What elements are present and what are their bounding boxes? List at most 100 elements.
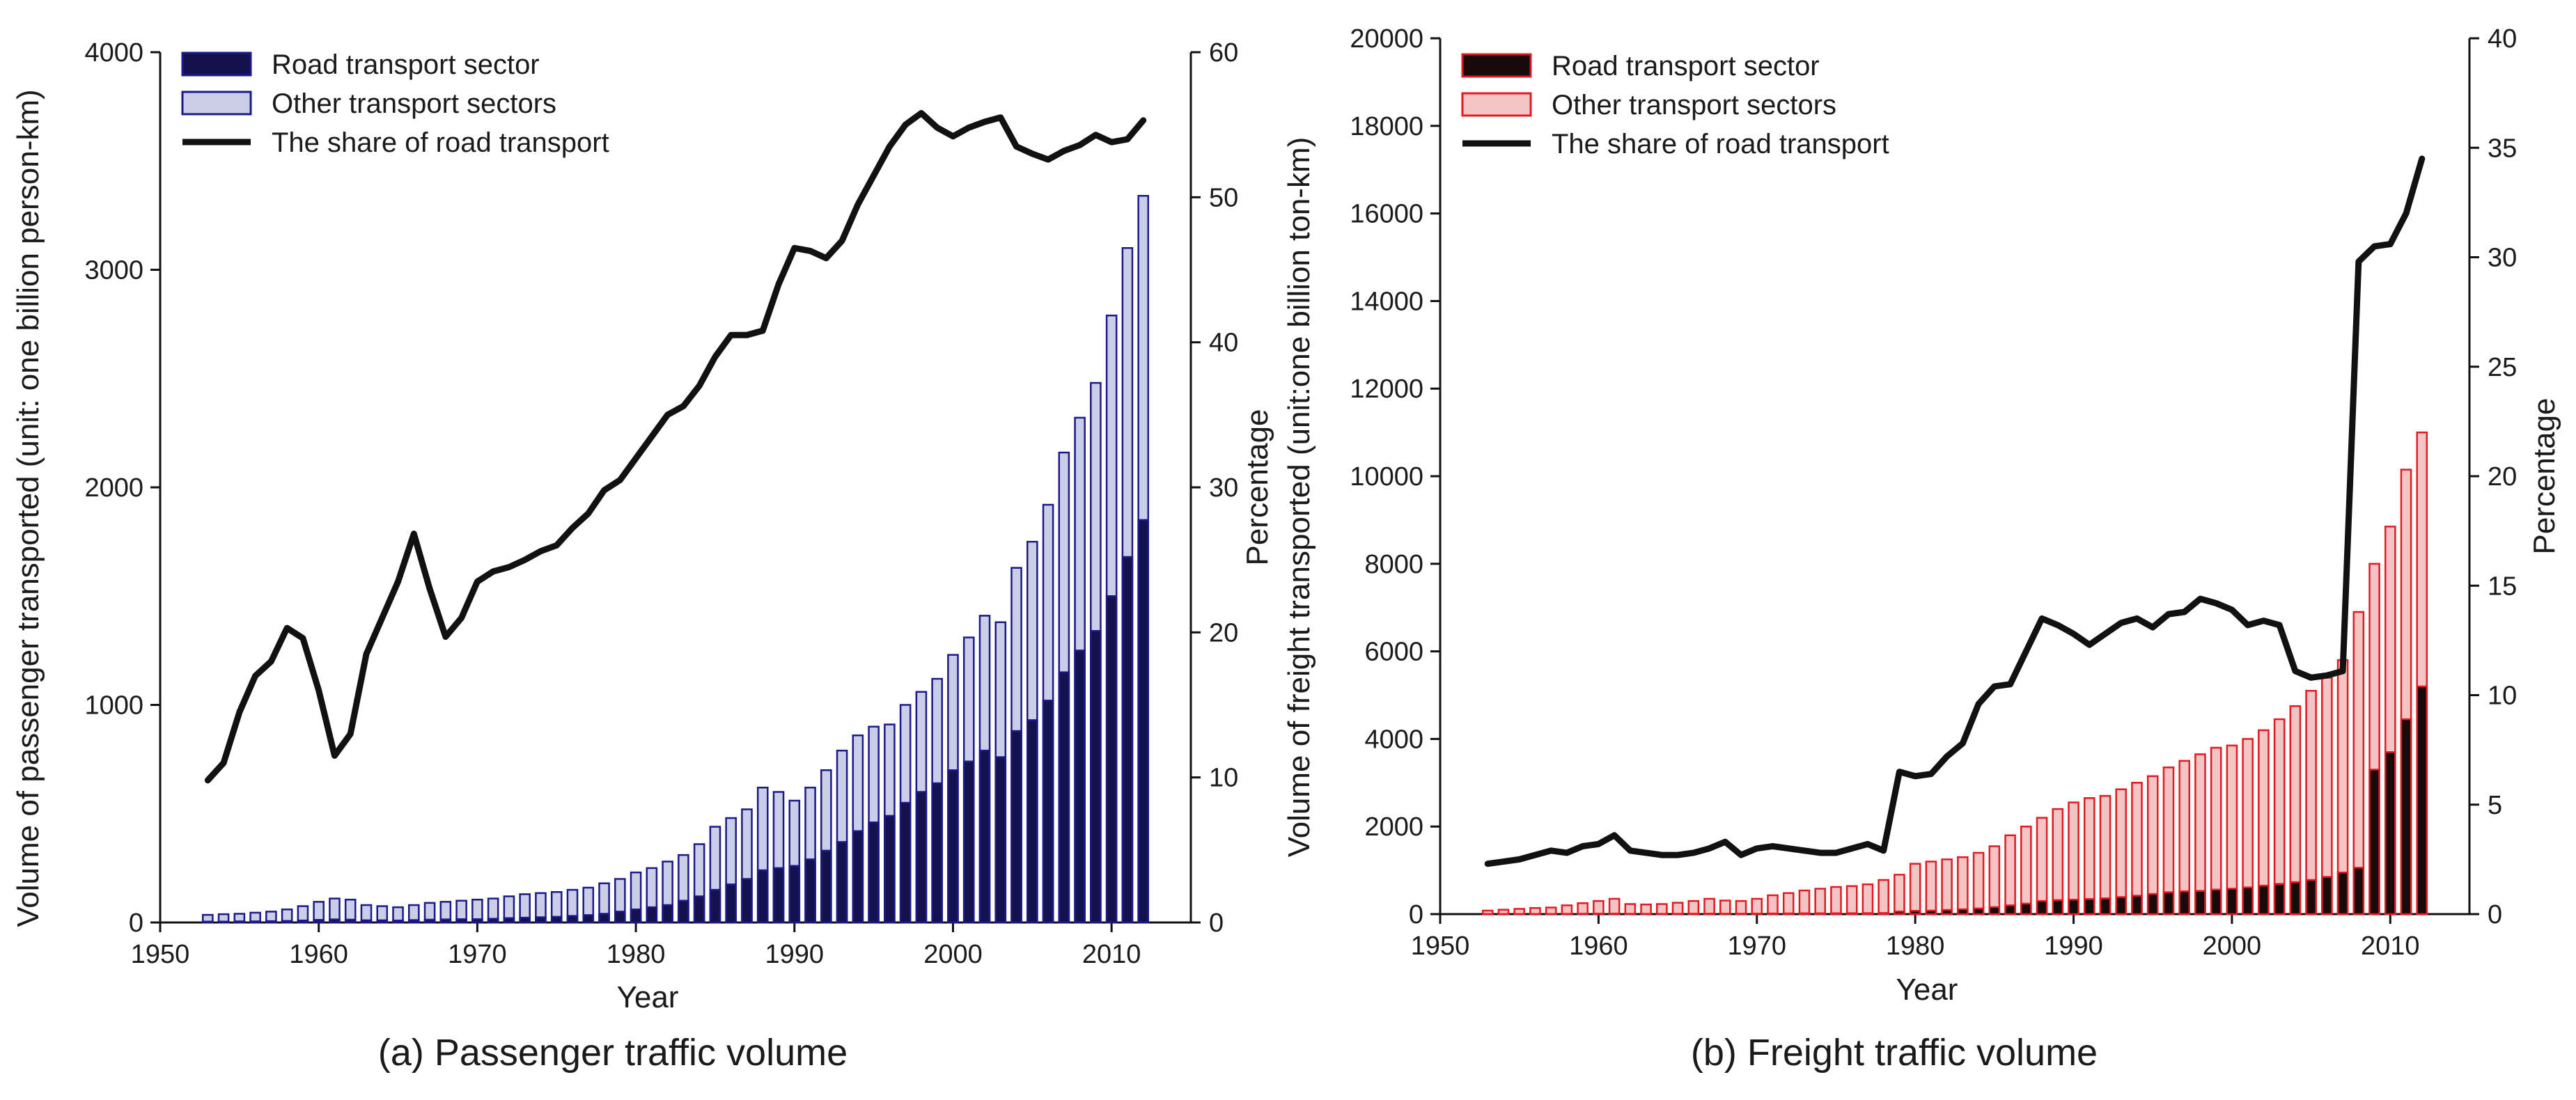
passenger-x-tick-label: 1950 <box>131 940 190 969</box>
passenger-bar-road <box>948 770 958 922</box>
passenger-bar-road <box>298 920 308 922</box>
freight-legend-swatch-road <box>1462 54 1531 77</box>
freight-y-tick-label: 6000 <box>1364 638 1423 667</box>
freight-legend-label-road: Road transport sector <box>1552 51 1820 81</box>
freight-bar-road <box>2417 686 2427 914</box>
passenger-bar-road <box>916 792 926 923</box>
passenger-bar-road <box>1075 650 1085 922</box>
freight-bar-other <box>1593 901 1603 914</box>
passenger-bar-road <box>726 884 736 922</box>
freight-legend-label-share: The share of road transport <box>1552 129 1889 159</box>
passenger-x-tick-label: 1970 <box>448 940 507 969</box>
freight-bar-road <box>1720 913 1730 914</box>
passenger-bar-road <box>821 851 831 922</box>
freight-y-tick-label: 8000 <box>1364 550 1423 579</box>
freight-bar-other <box>1767 895 1777 914</box>
passenger-bar-road <box>1043 700 1053 922</box>
freight-bar-road <box>2274 884 2284 914</box>
freight-bar-other <box>1831 887 1841 914</box>
freight-bar-road <box>1847 913 1857 914</box>
freight-y-tick-label: 16000 <box>1350 200 1423 229</box>
freight-y2-tick-label: 25 <box>2488 353 2517 382</box>
passenger-bar-road <box>900 803 910 922</box>
freight-bar-road <box>2306 880 2316 914</box>
freight-bar-road <box>1816 913 1825 914</box>
freight-x-tick-label: 1980 <box>1886 932 1945 961</box>
freight-y-axis-title: Volume of freight transported (unit:one … <box>1282 137 1316 858</box>
freight-y-tick-label: 0 <box>1409 900 1423 929</box>
passenger-y2-tick-label: 20 <box>1209 618 1238 647</box>
passenger-y2-axis-title: Percentage <box>1240 409 1274 565</box>
freight-bar-other <box>1990 847 1999 914</box>
freight-x-tick-label: 1960 <box>1569 932 1628 961</box>
passenger-bar-road <box>805 859 815 922</box>
freight-bar-other <box>1609 899 1619 914</box>
freight-x-tick-label: 2010 <box>2361 932 2420 961</box>
passenger-bar-road <box>345 920 355 922</box>
freight-bar-road <box>2180 891 2189 914</box>
freight-bar-road <box>2211 890 2221 914</box>
freight-bar-other <box>1800 890 1809 914</box>
passenger-bar-road <box>932 783 942 922</box>
passenger-x-axis-title: Year <box>617 980 679 1014</box>
freight-y-tick-label: 18000 <box>1350 112 1423 141</box>
freight-bar-other <box>1847 886 1857 914</box>
freight-y2-tick-label: 20 <box>2488 462 2517 492</box>
passenger-bar-road <box>694 897 704 923</box>
passenger-caption: (a) Passenger traffic volume <box>378 1032 848 1074</box>
freight-bar-road <box>2243 888 2253 914</box>
passenger-bar-road <box>568 916 577 922</box>
freight-bar-road <box>2385 752 2395 914</box>
freight-bar-other <box>1578 903 1588 914</box>
freight-bar-road <box>2053 900 2063 914</box>
freight-bar-other <box>1752 899 1762 914</box>
passenger-bar-road <box>869 822 879 922</box>
passenger-bar-road <box>314 920 324 922</box>
freight-x-tick-label: 2000 <box>2203 932 2262 961</box>
freight-bar-other <box>2068 803 2078 914</box>
freight-bar-other <box>1926 862 1936 914</box>
freight-bar-road <box>2148 894 2157 914</box>
freight-bar-road <box>1958 909 1967 914</box>
freight-y2-tick-label: 40 <box>2488 24 2517 54</box>
passenger-legend-swatch-road <box>182 53 251 75</box>
passenger-bar-road <box>774 868 783 922</box>
freight-caption: (b) Freight traffic volume <box>1691 1032 2098 1074</box>
passenger-bar-road <box>409 920 419 922</box>
freight-bar-road <box>2068 899 2078 914</box>
freight-legend-label-other: Other transport sectors <box>1552 90 1836 120</box>
passenger-bar-road <box>631 909 641 922</box>
freight-bar-road <box>1910 911 1920 914</box>
passenger-legend-label-share: The share of road transport <box>272 127 609 158</box>
freight-bar-road <box>2370 769 2380 914</box>
freight-bar-road <box>2322 877 2332 914</box>
freight-bar-other <box>1942 859 1952 914</box>
freight-x-tick-label: 1990 <box>2044 932 2103 961</box>
freight-bar-other <box>1736 901 1746 914</box>
freight-y-tick-label: 12000 <box>1350 375 1423 404</box>
freight-bar-road <box>1593 913 1603 914</box>
freight-bar-road <box>2195 891 2205 914</box>
passenger-bar-road <box>251 921 260 922</box>
freight-bar-road <box>1736 913 1746 914</box>
passenger-y2-tick-label: 40 <box>1209 329 1238 358</box>
passenger-x-tick-label: 1980 <box>607 940 666 969</box>
passenger-bar-road <box>282 921 292 922</box>
passenger-bar-road <box>678 901 688 922</box>
freight-bar-other <box>1783 893 1793 914</box>
passenger-y2-tick-label: 10 <box>1209 764 1238 793</box>
freight-bar-road <box>1926 911 1936 914</box>
freight-bar-road <box>1974 909 1983 914</box>
freight-bar-other <box>1673 903 1683 914</box>
freight-bar-other <box>1816 889 1825 914</box>
passenger-bar-road <box>488 919 498 922</box>
freight-bar-other <box>1910 864 1920 914</box>
freight-bar-other <box>1894 874 1904 914</box>
freight-x-tick-label: 1970 <box>1727 932 1786 961</box>
freight-bar-other <box>2100 796 2110 914</box>
passenger-bar-road <box>441 920 451 922</box>
passenger-x-tick-label: 2000 <box>923 940 983 969</box>
passenger-y-tick-label: 2000 <box>84 473 143 503</box>
